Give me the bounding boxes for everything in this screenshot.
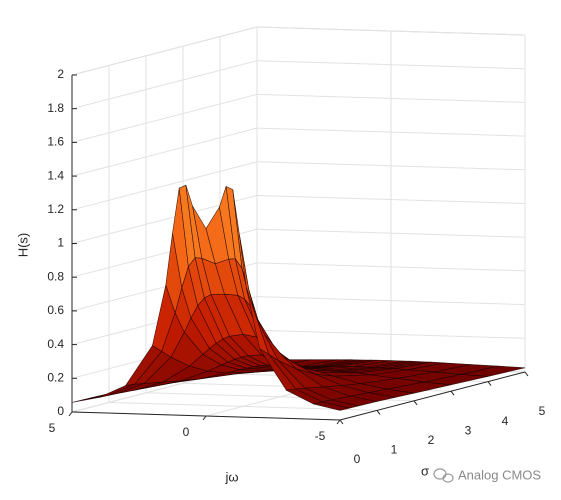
axis-line [71, 411, 341, 421]
z-tick-label: 0 [57, 404, 64, 418]
y-tick-label: 1 [391, 443, 398, 457]
x-tick-label: 5 [49, 421, 56, 435]
tick-mark [413, 400, 418, 406]
surface-patch [313, 401, 350, 411]
y-tick-label: 0 [354, 452, 361, 466]
z-tick-label: 0.4 [47, 337, 64, 351]
x-tick-label: 0 [183, 425, 190, 439]
tick-mark [336, 419, 341, 425]
tick-mark [202, 415, 207, 421]
z-tick-label: 1.8 [47, 101, 64, 115]
grid-line [71, 161, 258, 211]
watermark: Analog CMOS [458, 467, 541, 482]
z-tick-label: 0.8 [47, 269, 64, 283]
tick-mark [339, 419, 344, 425]
tick-mark [487, 381, 492, 386]
grid-line [71, 127, 258, 177]
z-tick-label: 1.2 [47, 202, 64, 216]
axis-line [339, 371, 526, 421]
z-axis-label: H(s) [15, 233, 30, 258]
x-axis-label: jω [224, 469, 238, 484]
tick-mark [376, 410, 381, 415]
tick-mark [68, 411, 73, 417]
y-axis-label: σ [421, 463, 429, 478]
y-tick-label: 2 [428, 433, 435, 447]
surface [71, 184, 526, 411]
watermark-icon [433, 468, 454, 483]
tick-mark [450, 390, 455, 396]
y-tick-label: 5 [539, 404, 546, 418]
z-tick-label: 2 [57, 67, 64, 81]
z-tick-label: 1 [57, 236, 64, 250]
z-tick-label: 1.4 [47, 168, 64, 182]
tick-mark [524, 371, 529, 377]
x-tick-label: -5 [315, 429, 326, 443]
z-tick-label: 0.2 [47, 370, 64, 384]
y-tick-label: 4 [502, 414, 509, 428]
z-tick-label: 0.6 [47, 303, 64, 317]
z-tick-label: 1.6 [47, 135, 64, 149]
grid-line [71, 26, 258, 76]
grid-line [71, 60, 258, 110]
y-tick-label: 3 [465, 423, 472, 437]
grid-line [71, 93, 258, 143]
